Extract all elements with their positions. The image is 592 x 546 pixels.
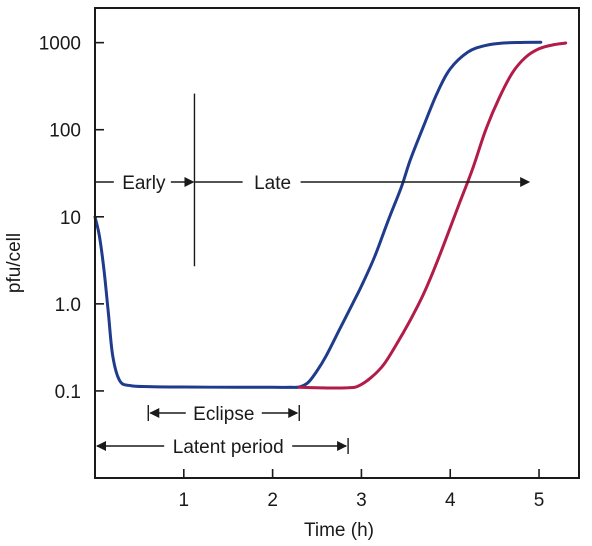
- series-line-1: [93, 40, 543, 389]
- eclipse-label: Eclipse: [193, 404, 254, 425]
- x-tick-label: 5: [534, 490, 545, 511]
- latent-period-label: Latent period: [173, 437, 284, 458]
- y-axis: 0.1 1.0 10 100 1000: [39, 34, 104, 403]
- late-label: Late: [254, 173, 291, 194]
- eclipse-left-arrowhead: [149, 408, 160, 418]
- x-tick-label: 3: [356, 490, 367, 511]
- latent-right-arrowhead: [337, 441, 348, 451]
- y-tick-label: 0.1: [55, 382, 81, 403]
- x-tick-label: 1: [179, 490, 190, 511]
- y-tick-label: 1.0: [55, 295, 81, 316]
- phase-annotations: Early Late Eclipse Latent period: [95, 93, 531, 458]
- x-tick-label: 2: [267, 490, 278, 511]
- eclipse-right-arrowhead: [288, 408, 299, 418]
- early-label: Early: [122, 173, 166, 194]
- latent-left-arrowhead: [96, 441, 106, 451]
- series-line-2: [297, 41, 568, 390]
- y-tick-label: 100: [49, 121, 81, 142]
- late-arrowhead: [520, 177, 531, 187]
- y-tick-label: 10: [60, 208, 81, 229]
- x-axis-title: Time (h): [304, 520, 374, 541]
- y-tick-label: 1000: [39, 34, 81, 55]
- x-axis: 1 2 3 4 5: [179, 469, 545, 511]
- plot-frame: [94, 7, 580, 479]
- y-axis-title: pfu/cell: [4, 233, 25, 293]
- x-tick-label: 4: [445, 490, 456, 511]
- early-arrowhead: [184, 177, 195, 187]
- series-group: [93, 40, 568, 390]
